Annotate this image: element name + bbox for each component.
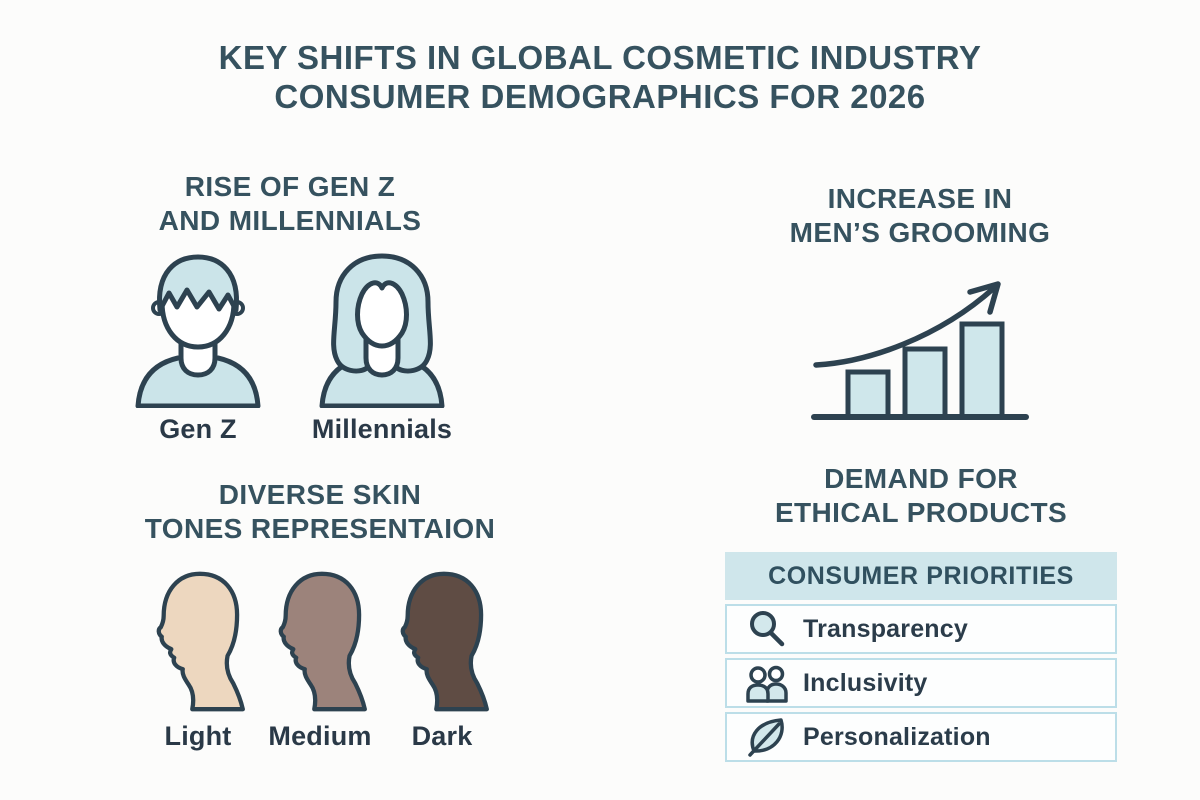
figure-millennials: Millennials — [307, 250, 457, 445]
people-icon — [745, 662, 789, 704]
table-row-inclusivity: Inclusivity — [725, 658, 1117, 708]
millennial-person-icon — [319, 253, 445, 408]
tone-label: Medium — [268, 721, 372, 751]
row-label: Transparency — [803, 614, 968, 643]
tone-label: Light — [164, 721, 232, 751]
generations-heading-line-1: RISE OF GEN Z — [184, 171, 396, 202]
section-ethical: DEMAND FOR ETHICAL PRODUCTS CONSUMER PRI… — [725, 462, 1117, 762]
title-line-1: KEY SHIFTS IN GLOBAL COSMETIC INDUSTRY — [218, 39, 982, 76]
skin-heading-line-1: DIVERSE SKIN — [218, 479, 422, 510]
rising-bar-chart-icon — [810, 281, 1029, 420]
priorities-table-header: CONSUMER PRIORITIES — [725, 552, 1117, 600]
priorities-table: CONSUMER PRIORITIES Transparency — [725, 552, 1117, 762]
tone-label: Dark — [411, 721, 473, 751]
leaf-icon — [745, 716, 789, 758]
head-profile-medium-icon — [278, 571, 367, 712]
section-skin-tones: DIVERSE SKIN TONES REPRESENTAION Light M… — [110, 478, 530, 752]
tone-light: Light — [144, 570, 252, 752]
grooming-heading-line-1: INCREASE IN — [827, 183, 1013, 214]
skin-heading-line-2: TONES REPRESENTAION — [144, 513, 496, 544]
grooming-heading-line-2: MEN’S GROOMING — [789, 217, 1051, 248]
skin-tone-row: Light Medium Dark — [110, 570, 530, 752]
figure-label: Millennials — [311, 414, 453, 444]
growth-chart-wrap — [730, 270, 1110, 425]
section-generations: RISE OF GEN Z AND MILLENNIALS Gen Z — [90, 170, 490, 445]
table-row-transparency: Transparency — [725, 604, 1117, 654]
row-label: Personalization — [803, 722, 991, 751]
head-profile-dark-icon — [400, 571, 489, 712]
figure-label: Gen Z — [159, 414, 237, 444]
row-label: Inclusivity — [803, 668, 928, 697]
generations-heading: RISE OF GEN Z AND MILLENNIALS — [90, 170, 490, 238]
table-row-personalization: Personalization — [725, 712, 1117, 762]
generation-figures: Gen Z Millennials — [90, 250, 490, 445]
tone-medium: Medium — [266, 570, 374, 752]
gen-z-person-icon — [135, 254, 261, 408]
ethical-heading-line-1: DEMAND FOR — [824, 463, 1018, 494]
section-grooming: INCREASE IN MEN’S GROOMING — [730, 182, 1110, 425]
infographic-title: KEY SHIFTS IN GLOBAL COSMETIC INDUSTRY C… — [0, 38, 1200, 116]
skin-tones-heading: DIVERSE SKIN TONES REPRESENTAION — [110, 478, 530, 546]
magnifier-icon — [745, 608, 789, 650]
figure-gen-z: Gen Z — [123, 250, 273, 445]
ethical-heading-line-2: ETHICAL PRODUCTS — [774, 497, 1068, 528]
tone-dark: Dark — [388, 570, 496, 752]
ethical-heading: DEMAND FOR ETHICAL PRODUCTS — [725, 462, 1117, 530]
head-profile-light-icon — [156, 571, 245, 712]
title-line-2: CONSUMER DEMOGRAPHICS FOR 2026 — [274, 78, 926, 115]
generations-heading-line-2: AND MILLENNIALS — [158, 205, 422, 236]
grooming-heading: INCREASE IN MEN’S GROOMING — [730, 182, 1110, 250]
